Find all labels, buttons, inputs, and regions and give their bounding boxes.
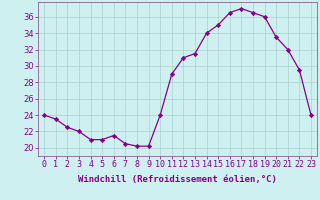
X-axis label: Windchill (Refroidissement éolien,°C): Windchill (Refroidissement éolien,°C) xyxy=(78,175,277,184)
